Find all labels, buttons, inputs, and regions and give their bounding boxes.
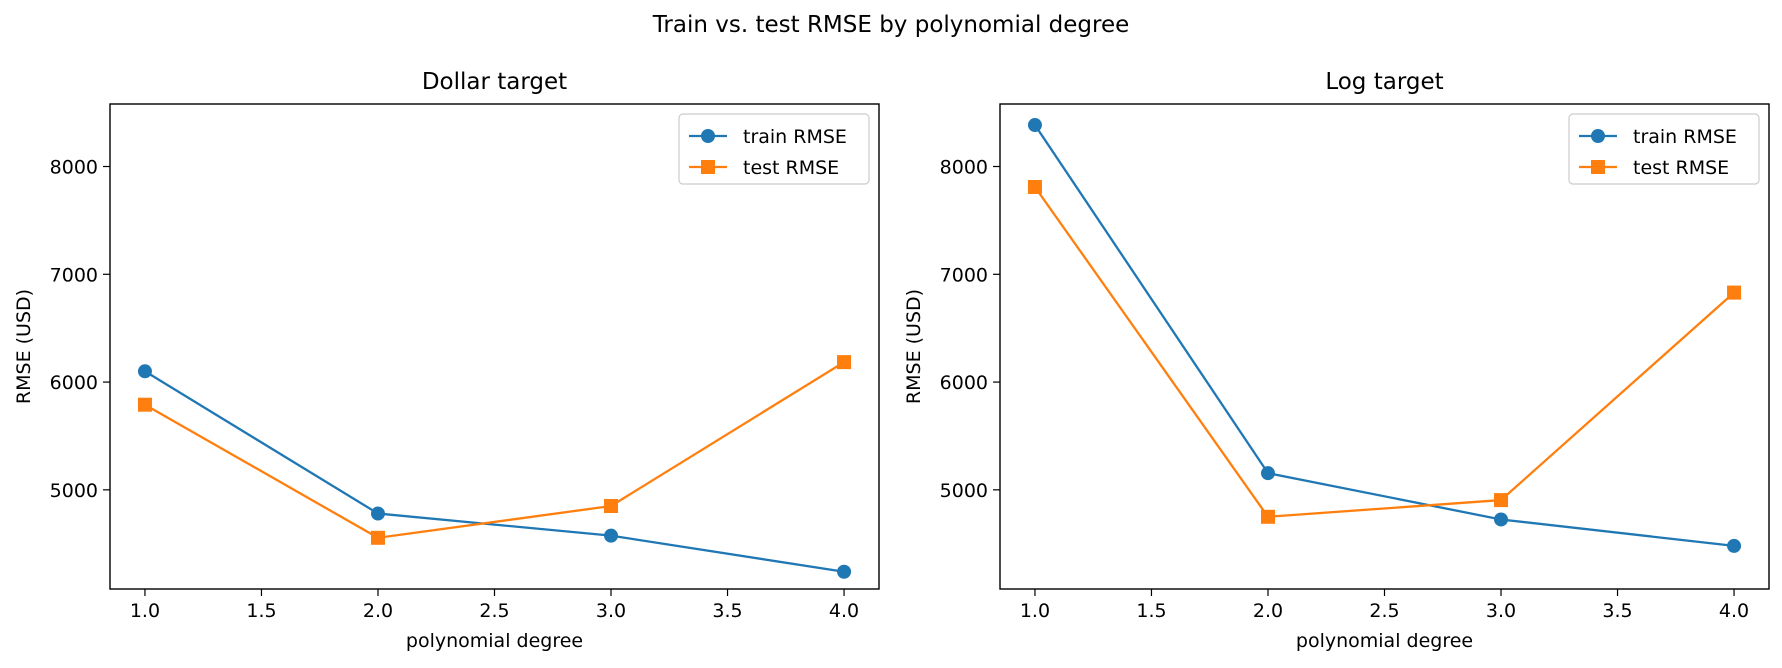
test-point [1494,493,1509,508]
figure-title: Train vs. test RMSE by polynomial degree [652,12,1130,38]
train-point [1494,512,1509,527]
axes-frame [999,103,1770,590]
x-tick-label: 2.5 [479,600,509,622]
train-point [137,364,152,379]
test-point [370,530,385,545]
x-tick-label: 3.0 [1486,600,1516,622]
x-axis-label: polynomial degree [1296,630,1473,652]
series-line-train [1033,124,1735,548]
y-tick-label: 6000 [50,372,98,394]
y-tick-label: 8000 [940,157,988,179]
legend-marker [1591,160,1605,174]
x-tick-label: 4.0 [1719,600,1749,622]
chart-panel-2: Log target 1.0 1.5 2.0 2.5 3.0 3.5 4.0 5000 6000 7… [903,69,1770,652]
train-point [1260,466,1275,481]
train-point [837,564,852,579]
panel-title: Dollar target [422,69,567,95]
x-tick-label: 3.0 [596,600,626,622]
test-point [1260,509,1275,524]
train-point [1727,538,1742,553]
x-tick-label: 3.5 [1602,600,1632,622]
legend: train RMSE test RMSE [678,113,870,185]
train-point [370,506,385,521]
y-tick-label: 5000 [940,480,988,502]
y-axis-label: RMSE (USD) [13,289,35,404]
series-line-train [144,370,845,573]
x-tick-label: 3.5 [712,600,742,622]
test-point [137,397,152,412]
x-tick-label: 2.5 [1369,600,1399,622]
y-tick-label: 6000 [940,372,988,394]
series-line-test [1034,186,1735,518]
y-tick-label: 7000 [50,264,98,286]
legend-label: test RMSE [743,157,839,179]
test-point [1027,179,1042,194]
series-line-test [144,361,845,539]
panel-title: Log target [1325,69,1443,95]
x-tick-label: 4.0 [829,600,859,622]
legend-label: train RMSE [743,126,847,148]
y-tick-label: 8000 [50,157,98,179]
y-tick-label: 5000 [50,480,98,502]
legend: train RMSE test RMSE [1568,113,1760,185]
x-tick-label: 2.0 [363,600,393,622]
axes-frame [109,103,880,590]
legend-marker [1591,129,1605,143]
x-tick-label: 1.0 [130,600,160,622]
y-axis-label: RMSE (USD) [903,289,925,404]
x-tick-label: 2.0 [1253,600,1283,622]
x-tick-label: 1.5 [1136,600,1166,622]
y-tick-label: 7000 [940,264,988,286]
legend-label: test RMSE [1633,157,1729,179]
legend-label: train RMSE [1633,126,1737,148]
test-point [604,499,619,514]
legend-marker [701,129,715,143]
x-tick-label: 1.5 [246,600,276,622]
train-point [604,528,619,543]
legend-marker [701,160,715,174]
x-tick-label: 1.0 [1020,600,1050,622]
train-point [1027,118,1042,133]
test-point [837,355,852,370]
test-point [1727,285,1742,300]
x-axis-label: polynomial degree [406,630,583,652]
chart-panel-1: Dollar target 1.0 1.5 2.0 2.5 3.0 3.5 4.0 5000 60… [13,69,880,652]
